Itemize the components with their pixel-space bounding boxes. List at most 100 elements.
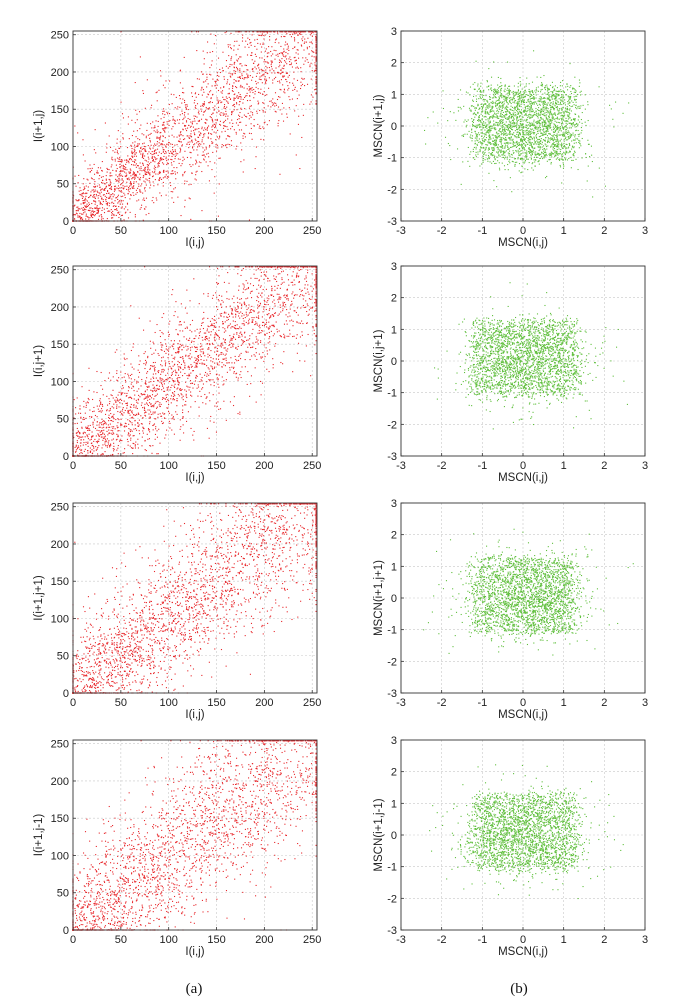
- scatter-point: [510, 96, 512, 99]
- scatter-point: [109, 181, 111, 183]
- scatter-point: [176, 136, 178, 138]
- scatter-point: [209, 51, 211, 53]
- scatter-point: [183, 183, 186, 185]
- scatter-point: [522, 101, 524, 103]
- scatter-point: [260, 88, 262, 90]
- y-tick-label: 0: [63, 216, 69, 228]
- scatter-point: [119, 187, 121, 189]
- scatter-point: [556, 135, 558, 137]
- scatter-point: [559, 103, 561, 105]
- scatter-point: [310, 31, 312, 33]
- scatter-point: [227, 102, 229, 104]
- scatter-point: [493, 150, 495, 152]
- scatter-point: [122, 185, 124, 187]
- scatter-point: [565, 94, 567, 96]
- scatter-point: [519, 77, 521, 79]
- scatter-point: [516, 101, 519, 103]
- scatter-point: [522, 99, 524, 101]
- scatter-point: [105, 178, 107, 180]
- scatter-point: [96, 195, 98, 197]
- scatter-point: [137, 143, 139, 145]
- scatter-point: [111, 175, 113, 177]
- scatter-point: [537, 128, 539, 130]
- scatter-point: [175, 152, 177, 154]
- scatter-point: [279, 60, 282, 62]
- scatter-point: [208, 107, 211, 109]
- scatter-point: [203, 101, 205, 103]
- scatter-point: [239, 121, 241, 123]
- scatter-point: [514, 108, 516, 110]
- scatter-point: [100, 218, 103, 220]
- scatter-point: [277, 53, 279, 55]
- scatter-point: [229, 144, 231, 146]
- scatter-point: [512, 145, 515, 147]
- scatter-point: [269, 69, 271, 71]
- scatter-point: [539, 148, 541, 150]
- scatter-point: [156, 141, 159, 143]
- scatter-point: [153, 127, 155, 129]
- scatter-point: [539, 125, 541, 127]
- scatter-point: [506, 89, 508, 91]
- scatter-point: [565, 147, 568, 149]
- scatter-point: [163, 155, 165, 158]
- scatter-point: [523, 162, 525, 164]
- scatter-point: [172, 151, 174, 153]
- scatter-point: [531, 152, 533, 154]
- scatter-point: [197, 144, 200, 146]
- scatter-point: [74, 214, 76, 216]
- scatter-point: [252, 76, 254, 78]
- scatter-point: [239, 69, 241, 72]
- scatter-point: [85, 205, 87, 207]
- scatter-point: [526, 154, 528, 156]
- scatter-point: [274, 41, 276, 44]
- scatter-point: [526, 136, 528, 139]
- scatter-point: [100, 167, 102, 169]
- scatter-point: [311, 42, 313, 44]
- scatter-point: [151, 156, 153, 158]
- scatter-point: [151, 127, 153, 129]
- scatter-point: [550, 91, 552, 93]
- scatter-point: [274, 31, 276, 33]
- scatter-point: [569, 96, 571, 98]
- scatter-point: [100, 189, 102, 191]
- scatter-point: [309, 103, 311, 105]
- scatter-point: [531, 167, 533, 169]
- scatter-point: [93, 191, 95, 193]
- scatter-point: [564, 129, 567, 131]
- scatter-point: [554, 120, 556, 122]
- scatter-point: [181, 144, 184, 146]
- scatter-point: [566, 123, 568, 125]
- scatter-point: [544, 150, 546, 152]
- scatter-point: [148, 212, 150, 215]
- scatter-point: [562, 106, 564, 108]
- scatter-point: [285, 72, 287, 74]
- scatter-point: [569, 135, 571, 137]
- scatter-point: [483, 94, 485, 97]
- scatter-point: [505, 124, 507, 126]
- scatter-point: [579, 142, 581, 144]
- scatter-point: [193, 102, 195, 104]
- scatter-point: [519, 129, 521, 131]
- scatter-point: [168, 155, 170, 157]
- scatter-point: [516, 113, 518, 115]
- scatter-point: [181, 91, 184, 94]
- scatter-point: [194, 129, 196, 131]
- scatter-point: [489, 105, 491, 107]
- scatter-point: [494, 123, 496, 125]
- scatter-point: [279, 82, 281, 84]
- scatter-point: [219, 136, 221, 138]
- scatter-point: [202, 103, 204, 105]
- scatter-point: [467, 146, 469, 149]
- scatter-point: [574, 124, 576, 126]
- scatter-point: [206, 128, 208, 130]
- scatter-point: [552, 153, 554, 155]
- scatter-point: [535, 110, 537, 112]
- scatter-point: [204, 122, 206, 124]
- scatter-point: [559, 85, 561, 87]
- scatter-point: [171, 170, 173, 172]
- scatter-point: [106, 182, 108, 184]
- scatter-point: [239, 56, 241, 58]
- scatter-point: [248, 107, 251, 109]
- scatter-point: [493, 91, 495, 93]
- scatter-point: [168, 112, 171, 115]
